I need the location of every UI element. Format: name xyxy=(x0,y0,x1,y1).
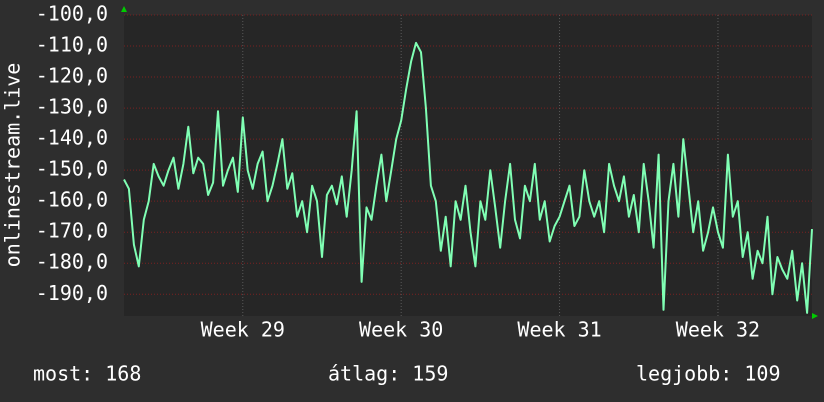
y-tick-label: -160,0 xyxy=(36,188,108,212)
y-tick-label: -100,0 xyxy=(36,2,108,26)
x-tick-label: Week 32 xyxy=(676,318,760,342)
y-tick-label: -180,0 xyxy=(36,250,108,274)
y-tick-label: -130,0 xyxy=(36,95,108,119)
footer-current: most: 168 xyxy=(33,362,141,386)
x-tick-label: Week 31 xyxy=(517,318,601,342)
x-tick-label: Week 30 xyxy=(359,318,443,342)
axis-arrow xyxy=(121,6,127,12)
footer-average: átlag: 159 xyxy=(328,362,448,386)
data-line xyxy=(123,41,813,314)
y-tick-label: -190,0 xyxy=(36,281,108,305)
y-tick-label: -150,0 xyxy=(36,157,108,181)
axis-arrow xyxy=(812,313,818,319)
y-tick-label: -110,0 xyxy=(36,33,108,57)
x-tick-label: Week 29 xyxy=(201,318,285,342)
y-tick-label: -170,0 xyxy=(36,219,108,243)
y-tick-label: -140,0 xyxy=(36,126,108,150)
y-tick-label: -120,0 xyxy=(36,64,108,88)
y-axis-title: onlinestream.live xyxy=(1,63,25,268)
plot-area xyxy=(124,15,812,316)
footer-best: legjobb: 109 xyxy=(636,362,781,386)
